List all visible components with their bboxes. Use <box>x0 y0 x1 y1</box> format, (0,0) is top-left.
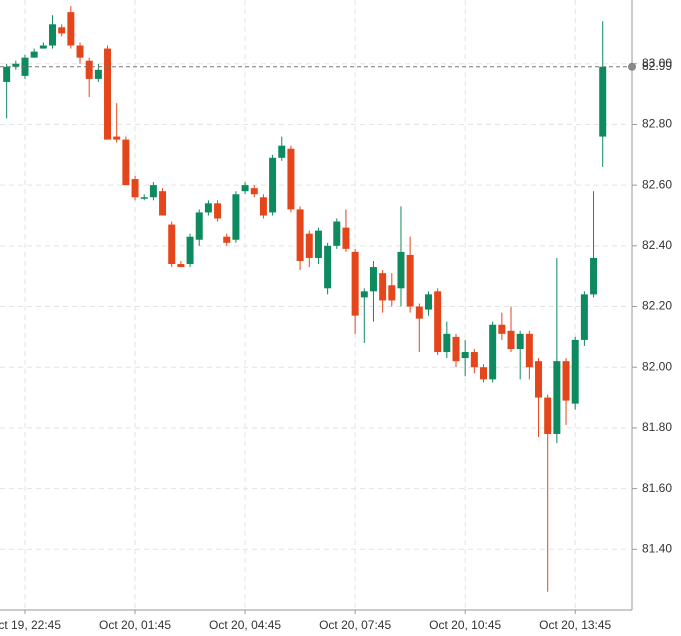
y-tick-label: 82.80 <box>642 117 672 131</box>
candle-body <box>122 139 130 186</box>
candle-body <box>314 230 322 258</box>
candle-body <box>470 352 478 368</box>
candle-body <box>278 145 286 158</box>
current-price-dot <box>628 62 636 71</box>
y-tick-label: 81.40 <box>642 541 672 555</box>
x-tick-label: Oct 19, 22:45 <box>0 618 61 632</box>
candle-body <box>599 66 607 137</box>
candle-body <box>480 367 488 380</box>
y-tick-label: 82.60 <box>642 177 672 191</box>
candle-body <box>397 251 405 289</box>
candle-body <box>553 361 561 434</box>
candle-body <box>379 273 387 301</box>
x-tick-label: Oct 20, 13:45 <box>539 618 611 632</box>
candle-body <box>21 57 29 76</box>
candle-body <box>498 324 506 334</box>
candle-body <box>67 12 75 46</box>
candle-body <box>3 66 11 82</box>
candle-body <box>177 264 185 268</box>
candle-body <box>195 212 203 240</box>
candle-body <box>94 69 102 79</box>
candle-body <box>296 209 304 261</box>
candle-body <box>232 194 240 240</box>
candle-body <box>333 221 341 246</box>
candle-body <box>287 148 295 210</box>
candle-body <box>516 333 524 350</box>
candle-body <box>406 254 414 307</box>
candle-body <box>590 257 598 295</box>
candle-body <box>85 60 93 79</box>
candle-body <box>12 63 20 67</box>
candle-body <box>507 330 515 350</box>
candle-body <box>351 251 359 316</box>
x-tick-label: Oct 20, 10:45 <box>429 618 501 632</box>
candle-body <box>571 339 579 404</box>
candle-body <box>342 227 350 249</box>
y-tick-label: 81.60 <box>642 481 672 495</box>
candle-body <box>104 48 112 140</box>
candle-body <box>168 224 176 265</box>
candle-body <box>525 333 533 368</box>
y-tick-label: 82.20 <box>642 299 672 313</box>
candle-body <box>113 136 121 140</box>
candle-body <box>324 245 332 289</box>
candle-body <box>443 333 451 353</box>
candle-body <box>269 157 277 213</box>
candle-body <box>131 179 139 198</box>
candle-body <box>241 185 249 192</box>
candle-body <box>415 306 423 319</box>
candle-body <box>535 361 543 398</box>
candle-body <box>250 188 258 195</box>
candle-body <box>159 191 167 216</box>
candle-body <box>452 336 460 362</box>
candle-body <box>305 233 313 258</box>
candle-body <box>204 203 212 213</box>
candle-body <box>489 324 497 380</box>
candle-body <box>49 24 57 46</box>
candle-body <box>149 185 157 198</box>
candle-body <box>360 291 368 298</box>
candle-body <box>58 27 66 34</box>
candle-body <box>76 45 84 58</box>
candle-body <box>223 236 231 243</box>
y-tick-label: 83.00 <box>642 56 672 70</box>
candle-body <box>434 291 442 353</box>
candle-body <box>369 267 377 292</box>
candle-body <box>544 397 552 434</box>
candle-body <box>388 285 396 301</box>
candle-body <box>424 294 432 310</box>
candle-body <box>214 203 222 219</box>
candle-body <box>39 45 47 49</box>
current-price-label: 82.99 <box>642 59 672 73</box>
candle-body <box>580 294 588 340</box>
candle-body <box>461 352 469 359</box>
candle-body <box>259 197 267 216</box>
candle-body <box>186 236 194 265</box>
candle-body <box>30 51 38 58</box>
x-tick-label: Oct 20, 07:45 <box>319 618 391 632</box>
x-tick-label: Oct 20, 04:45 <box>209 618 281 632</box>
y-tick-label: 81.80 <box>642 420 672 434</box>
y-tick-label: 82.00 <box>642 359 672 373</box>
candle-body <box>562 361 570 401</box>
x-tick-label: Oct 20, 01:45 <box>99 618 171 632</box>
y-tick-label: 82.40 <box>642 238 672 252</box>
candle-body <box>140 197 148 199</box>
